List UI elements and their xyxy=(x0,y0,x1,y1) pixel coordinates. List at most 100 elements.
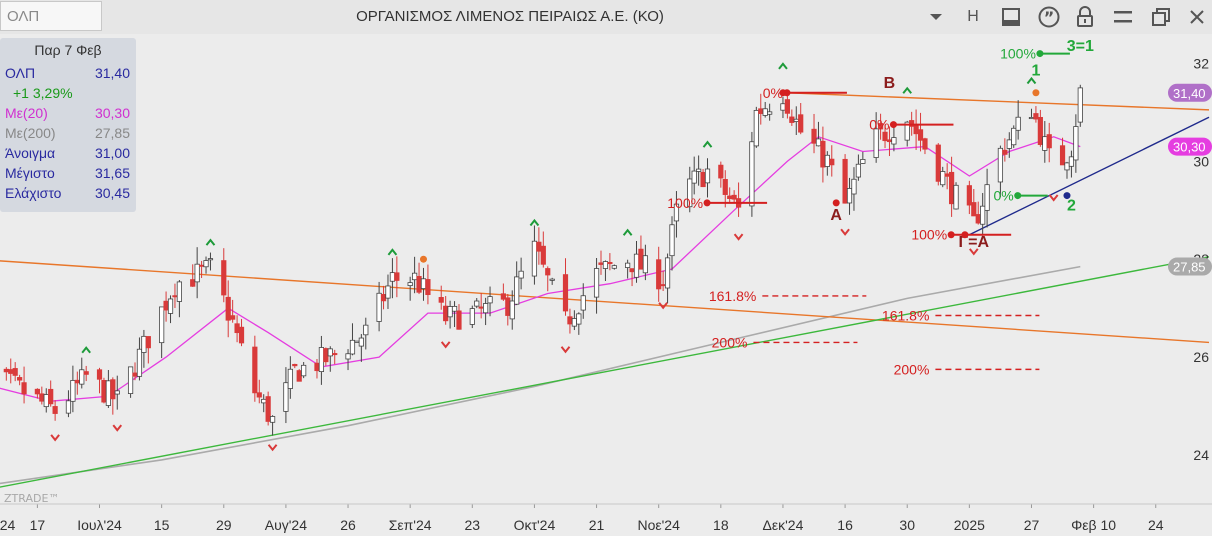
candle-body xyxy=(700,171,706,188)
candle-body xyxy=(975,214,981,224)
y-tick-label: 30 xyxy=(1193,153,1209,169)
candle-body xyxy=(230,315,236,320)
swing-low-marker xyxy=(267,444,278,452)
swing-high-marker xyxy=(81,346,91,354)
x-tick-label: 15 xyxy=(154,517,170,533)
candle-body xyxy=(487,296,493,304)
candle-body xyxy=(114,390,120,395)
info-high-label: Μέγιστο xyxy=(5,165,55,181)
candle-body xyxy=(948,171,955,205)
candle-body xyxy=(345,353,351,360)
candle-body xyxy=(34,388,40,395)
wave-label: 2 xyxy=(1067,197,1076,214)
candle-body xyxy=(1042,136,1048,151)
x-tick-label: Οκτ'24 xyxy=(514,517,556,533)
x-tick-label: 27 xyxy=(1024,517,1040,533)
swing-high-marker xyxy=(1026,76,1037,85)
candle-body xyxy=(105,380,111,406)
candle-body xyxy=(269,416,276,423)
last-price-tag xyxy=(1168,257,1212,276)
wave-label: 3=1 xyxy=(1067,38,1094,55)
x-tick-label: Νοε'24 xyxy=(637,517,680,533)
fib-anchor-dot xyxy=(947,231,955,239)
candle-body xyxy=(660,284,666,287)
candle-body xyxy=(283,382,289,412)
restore-button[interactable] xyxy=(1146,4,1176,30)
candle-body xyxy=(176,281,182,302)
candle-body xyxy=(318,347,325,372)
lock-button[interactable] xyxy=(1070,4,1100,30)
close-button[interactable] xyxy=(1182,4,1212,30)
candle-body xyxy=(540,245,546,265)
candle-body xyxy=(194,263,200,283)
candle-body xyxy=(598,262,604,265)
candle-body xyxy=(292,363,298,367)
x-tick-label: Φεβ 10 xyxy=(1071,517,1116,533)
trend-lines xyxy=(0,92,1210,488)
info-ma20: 30,30 xyxy=(94,105,130,121)
candle-body xyxy=(52,406,58,414)
info-price: 31,40 xyxy=(94,65,130,81)
candle-body xyxy=(984,184,990,211)
info-row-ma20: Με(20) 30,30 xyxy=(5,105,130,125)
candle-body xyxy=(354,340,360,343)
candle-body xyxy=(629,268,635,273)
candle-body xyxy=(611,265,617,269)
candle-body xyxy=(110,379,116,400)
symbol-input[interactable] xyxy=(0,1,102,31)
candle-body xyxy=(141,335,147,353)
candle-body xyxy=(505,297,511,316)
candle-body xyxy=(762,108,768,116)
info-row-low: Ελάχιστο 30,45 xyxy=(5,185,130,205)
candle-body xyxy=(207,258,214,261)
pivot-dot xyxy=(779,89,787,97)
candle-body xyxy=(1077,87,1083,123)
menu-icon xyxy=(1114,11,1132,23)
info-row-high: Μέγιστο 31,65 xyxy=(5,165,130,185)
candle-body xyxy=(780,103,786,111)
price-chart[interactable]: 0% 100% 0% 100% 161.8% 200% 161.8% 200% 100% 0% A B… xyxy=(0,34,1212,536)
swing-low-marker xyxy=(658,302,668,310)
candle-body xyxy=(793,118,799,122)
candle-body xyxy=(287,368,293,389)
period-button[interactable]: H xyxy=(967,8,979,25)
layout-button[interactable] xyxy=(996,4,1026,30)
candle-body xyxy=(3,368,9,373)
candle-body xyxy=(358,337,364,347)
candle-body xyxy=(385,285,391,299)
quote-button[interactable]: ” xyxy=(1034,4,1064,30)
candle-body xyxy=(944,173,950,177)
fib-label: 100% xyxy=(1000,46,1036,62)
x-tick-label: 21 xyxy=(589,517,605,533)
annotations: 0% 100% 0% 100% 161.8% 200% 161.8% 200% 100% 0% A B… xyxy=(419,38,1094,377)
candle-body xyxy=(727,195,733,199)
candle-body xyxy=(474,300,480,307)
dropdown-button[interactable] xyxy=(922,4,950,30)
candle-body xyxy=(83,371,89,375)
candle-body xyxy=(877,123,884,130)
pivot-dot xyxy=(1032,89,1040,97)
x-tick-label: Ιουλ'24 xyxy=(77,517,122,533)
candle-body xyxy=(913,124,919,135)
menu-button[interactable] xyxy=(1108,4,1138,30)
candle-body xyxy=(451,305,458,312)
candle-body xyxy=(873,128,879,158)
wave-label: B xyxy=(884,75,896,92)
candle-body xyxy=(509,300,515,320)
candle-body xyxy=(980,205,986,225)
candle-body xyxy=(8,369,14,374)
info-symbol: ΟΛΠ xyxy=(5,65,36,81)
x-tick-label: Δεκ'24 xyxy=(763,517,804,533)
candlestick-series xyxy=(3,84,1083,436)
candle-body xyxy=(669,224,675,257)
candle-body xyxy=(576,313,582,325)
pivot-dot xyxy=(961,231,969,239)
candle-body xyxy=(500,293,506,300)
ma200-series xyxy=(0,265,1081,485)
trend_green-line xyxy=(0,256,1210,488)
candle-body xyxy=(132,372,138,377)
y-tick-label: 24 xyxy=(1193,447,1209,463)
watermark: ZTRADE™ xyxy=(4,492,59,505)
candle-body xyxy=(815,138,822,147)
fib-label: 161.8% xyxy=(882,308,929,324)
